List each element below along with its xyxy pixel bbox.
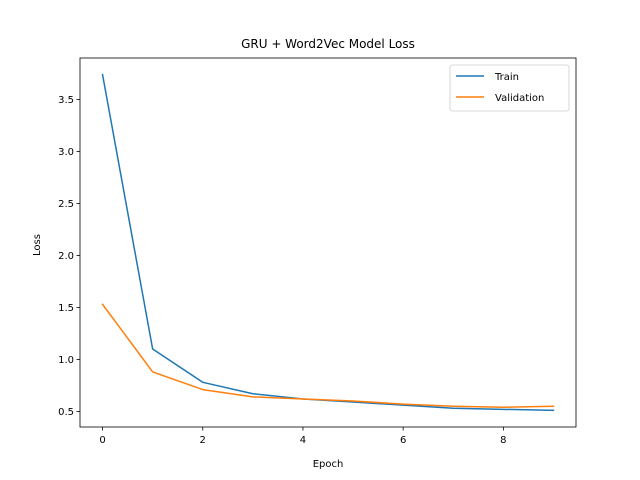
y-tick-label: 2.0 (58, 251, 74, 262)
y-axis-label: Loss (32, 234, 43, 256)
y-tick-label: 3.5 (58, 95, 74, 106)
x-tick-label: 4 (300, 435, 306, 446)
x-tick-label: 0 (99, 435, 105, 446)
legend: Train Validation (449, 64, 570, 112)
plot-area: 0 2 4 6 8 0.5 1.0 1.5 2.0 2.5 3.0 3.5 Train Validatio… (58, 57, 577, 446)
series-line-validation (101, 303, 555, 408)
x-tick-label: 6 (400, 435, 406, 446)
y-tick-label: 1.5 (58, 303, 74, 314)
x-tick-label: 2 (200, 435, 206, 446)
y-tick-label: 3.0 (58, 147, 74, 158)
chart-title: GRU + Word2Vec Model Loss (241, 37, 415, 51)
y-tick-label: 1.0 (58, 355, 74, 366)
series-line-train (101, 73, 555, 412)
legend-label-train: Train (494, 72, 519, 83)
axes-frame (79, 57, 577, 428)
x-axis-label: Epoch (313, 459, 344, 470)
legend-label-validation: Validation (495, 93, 544, 104)
x-tick-label: 8 (500, 435, 506, 446)
y-tick-label: 2.5 (58, 199, 74, 210)
y-tick-label: 0.5 (58, 407, 74, 418)
